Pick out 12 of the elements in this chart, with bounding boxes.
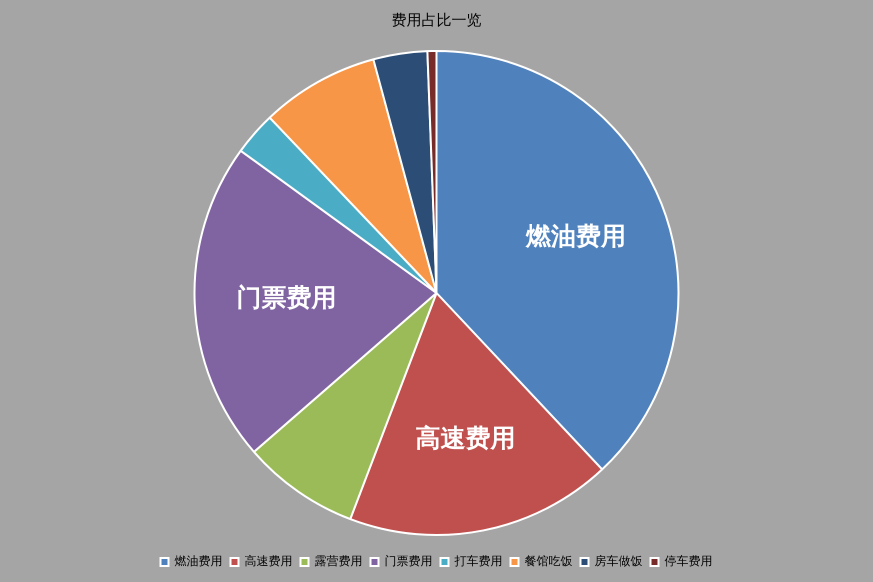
- data-label: 燃油费用: [525, 221, 626, 250]
- legend-label: 餐馆吃饭: [524, 554, 572, 568]
- legend-label: 房车做饭: [594, 554, 642, 568]
- legend-label: 高速费用: [244, 554, 292, 568]
- data-label: 高速费用: [416, 424, 516, 453]
- legend-label: 燃油费用: [174, 554, 222, 568]
- legend-label: 露营费用: [314, 554, 362, 568]
- legend-label: 停车费用: [664, 554, 712, 568]
- chart-title: 费用占比一览: [392, 10, 482, 29]
- legend-label: 门票费用: [384, 554, 432, 568]
- legend-label: 打车费用: [454, 554, 502, 568]
- data-label: 门票费用: [236, 283, 337, 312]
